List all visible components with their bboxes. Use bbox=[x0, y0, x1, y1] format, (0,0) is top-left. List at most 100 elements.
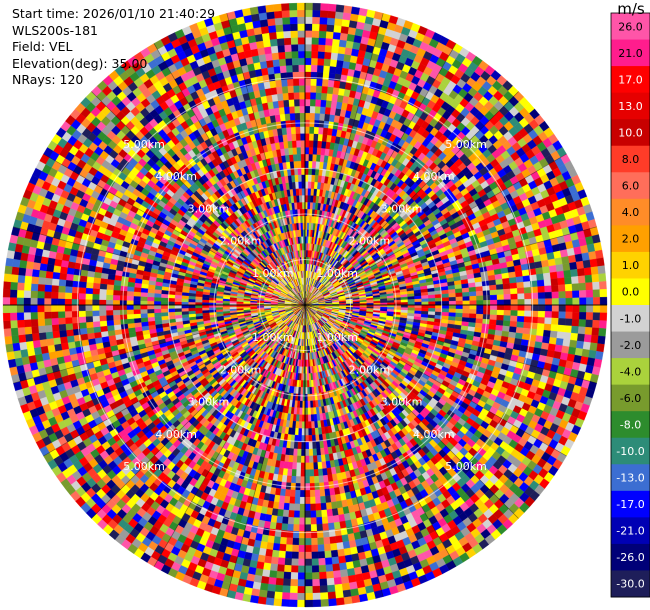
ppi-gate bbox=[489, 309, 498, 316]
ppi-gate bbox=[586, 304, 594, 313]
ppi-gate bbox=[551, 317, 559, 326]
ppi-gate bbox=[325, 31, 334, 39]
ppi-gate bbox=[558, 318, 566, 326]
ppi-gate bbox=[488, 279, 497, 286]
ppi-gate bbox=[584, 274, 593, 284]
ppi-gate bbox=[304, 50, 312, 59]
ppi-gate bbox=[571, 318, 580, 327]
ppi-gate bbox=[320, 3, 329, 11]
ppi-gate bbox=[516, 287, 525, 295]
ppi-gate bbox=[414, 307, 422, 312]
ppi-gate bbox=[455, 296, 463, 302]
ppi-gate bbox=[304, 2, 314, 11]
ppi-gate bbox=[304, 126, 310, 134]
ppi-gate bbox=[599, 312, 608, 321]
ppi-gate bbox=[333, 24, 342, 33]
ppi-gate bbox=[358, 7, 368, 17]
ppi-gate bbox=[583, 334, 592, 343]
ppi-gate bbox=[304, 9, 313, 17]
ppi-gate bbox=[517, 293, 525, 300]
ppi-gate bbox=[523, 287, 532, 294]
ppi-gate bbox=[592, 312, 601, 321]
ppi-gate bbox=[514, 270, 523, 278]
ppi-gate bbox=[592, 281, 600, 291]
ppi-gate bbox=[304, 98, 311, 107]
ppi-gate bbox=[535, 267, 544, 275]
ppi-gate bbox=[577, 326, 586, 335]
ppi-gate bbox=[314, 112, 321, 121]
ppi-gate bbox=[441, 308, 450, 313]
ppi-gate bbox=[331, 45, 340, 54]
ppi-gate bbox=[510, 315, 518, 322]
ppi-gate bbox=[311, 30, 320, 38]
ppi-gate bbox=[585, 319, 594, 328]
ppi-gate bbox=[558, 304, 566, 312]
ppi-gate bbox=[584, 326, 593, 336]
ppi-gate bbox=[441, 289, 449, 295]
ppi-gate bbox=[315, 99, 322, 107]
ppi-gate bbox=[311, 44, 319, 52]
ppi-gate bbox=[599, 296, 608, 306]
ppi-gate bbox=[334, 18, 343, 27]
ppi-gate bbox=[304, 16, 313, 24]
ppi-gate bbox=[571, 283, 580, 292]
ppi-gate bbox=[585, 289, 594, 298]
ppi-gate bbox=[503, 294, 511, 300]
ppi-gate bbox=[551, 284, 559, 293]
ppi-gate bbox=[496, 294, 505, 301]
ppi-gate bbox=[598, 327, 607, 337]
ppi-gate bbox=[310, 99, 316, 107]
ppi-gate bbox=[455, 312, 463, 318]
ppi-gate bbox=[516, 281, 525, 289]
ppi-gate bbox=[585, 312, 594, 321]
ppi-gate bbox=[596, 343, 605, 353]
ppi-gate bbox=[474, 281, 483, 288]
ppi-gate bbox=[307, 181, 312, 189]
ppi-gate bbox=[536, 323, 545, 331]
ppi-gate bbox=[304, 140, 310, 148]
ppi-gate bbox=[462, 313, 470, 319]
ppi-gate bbox=[319, 106, 326, 115]
ppi-gate bbox=[582, 259, 591, 269]
ppi-gate bbox=[318, 30, 327, 39]
ppi-gate bbox=[319, 10, 329, 18]
ppi-gate bbox=[462, 296, 470, 302]
ppi-gate bbox=[313, 126, 320, 135]
ppi-gate bbox=[574, 253, 584, 263]
ppi-gate bbox=[309, 133, 315, 141]
ppi-gate bbox=[571, 276, 579, 285]
ppi-gate bbox=[541, 259, 550, 268]
ppi-gate bbox=[556, 331, 565, 340]
ppi-gate bbox=[400, 299, 409, 303]
ppi-gate bbox=[455, 308, 463, 314]
ppi-gate bbox=[599, 289, 608, 298]
ppi-gate bbox=[320, 92, 328, 101]
ppi-gate bbox=[421, 307, 429, 312]
ppi-gate bbox=[317, 51, 326, 59]
ppi-gate bbox=[421, 298, 429, 303]
ppi-gate bbox=[558, 284, 566, 292]
ppi-gate bbox=[448, 289, 456, 294]
ppi-gate bbox=[572, 297, 580, 306]
ppi-gate bbox=[304, 44, 312, 52]
ppi-gate bbox=[476, 309, 484, 315]
ppi-gate bbox=[508, 277, 517, 284]
ppi-gate bbox=[323, 65, 331, 74]
ppi-gate bbox=[524, 310, 532, 318]
ppi-gate bbox=[562, 338, 571, 348]
ppi-gate bbox=[407, 307, 415, 311]
ppi-gate bbox=[475, 318, 484, 324]
ppi-gate bbox=[548, 265, 557, 273]
ppi-gate bbox=[346, 33, 356, 42]
ppi-gate bbox=[572, 311, 580, 320]
ppi-gate bbox=[325, 37, 334, 46]
ppi-gate bbox=[595, 249, 604, 260]
ppi-gate bbox=[469, 309, 477, 315]
ppi-gate bbox=[304, 37, 313, 45]
ppi-gate bbox=[311, 57, 319, 66]
ppi-gate bbox=[590, 266, 599, 276]
ppi-gate bbox=[448, 292, 456, 298]
ppi-gate bbox=[564, 318, 573, 327]
ppi-gate bbox=[561, 256, 570, 265]
ppi-gate bbox=[490, 304, 498, 311]
